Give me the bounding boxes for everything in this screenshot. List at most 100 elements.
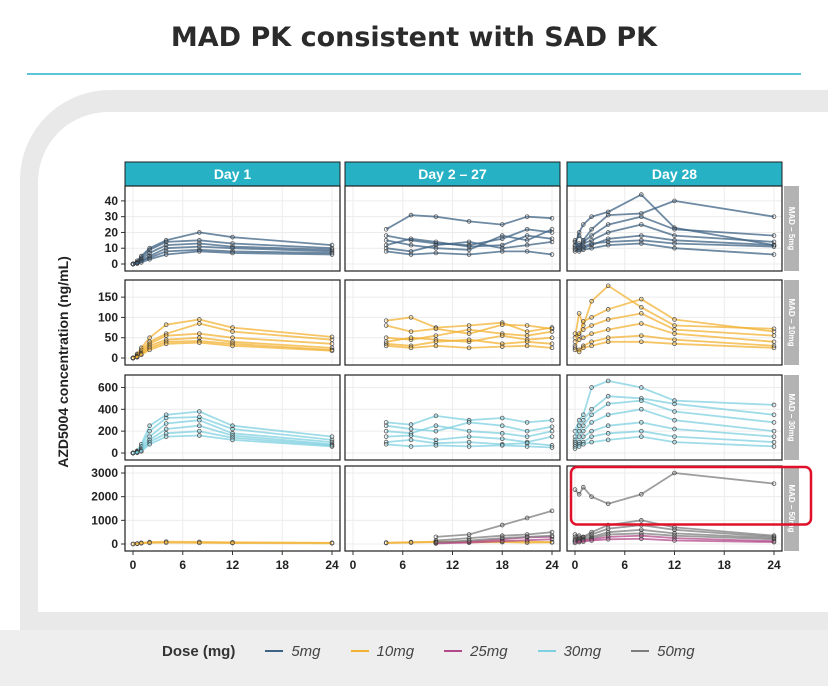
data-point xyxy=(499,222,505,227)
data-point xyxy=(771,244,777,249)
data-point xyxy=(576,331,582,336)
data-point xyxy=(580,327,586,332)
data-point xyxy=(524,233,530,238)
data-point xyxy=(499,443,505,448)
panel-r2-c1 xyxy=(124,279,341,366)
series-line-10mg-1 xyxy=(386,316,553,333)
row-strip-label-2: MAD – 10mg xyxy=(787,298,796,346)
data-point xyxy=(639,192,644,197)
data-point xyxy=(197,433,202,438)
data-point xyxy=(771,439,777,445)
data-point xyxy=(589,245,594,251)
data-point xyxy=(672,470,677,476)
column-header-label-2: Day 2 – 27 xyxy=(418,166,487,182)
data-point xyxy=(639,296,644,302)
data-point xyxy=(466,345,472,351)
panel-r2-c2 xyxy=(344,279,561,366)
data-point xyxy=(589,323,594,328)
data-point xyxy=(549,239,555,245)
series-line-50mg-5 xyxy=(435,510,553,538)
row-strip-4 xyxy=(784,466,799,551)
row-strip-1 xyxy=(784,186,799,271)
data-point xyxy=(466,239,472,245)
y-tick-label: 2000 xyxy=(91,490,118,504)
data-point xyxy=(549,428,555,434)
series-line-30mg-5 xyxy=(574,421,775,446)
data-point xyxy=(672,331,677,336)
data-point xyxy=(672,426,677,432)
data-point xyxy=(197,340,202,345)
data-point xyxy=(672,317,677,322)
data-point xyxy=(408,335,414,341)
data-point xyxy=(524,420,530,425)
data-point xyxy=(672,538,677,543)
data-point xyxy=(572,446,578,451)
data-point xyxy=(499,344,505,349)
data-point xyxy=(163,322,169,328)
data-point xyxy=(589,233,594,238)
data-point xyxy=(197,423,202,428)
data-point xyxy=(197,241,202,246)
data-point xyxy=(466,420,472,425)
data-point xyxy=(433,428,439,434)
data-point xyxy=(580,423,586,428)
data-point xyxy=(499,242,505,248)
legend-item-50mg: 50mg xyxy=(631,643,695,660)
data-point xyxy=(589,434,594,439)
data-point xyxy=(408,444,414,449)
data-point xyxy=(524,242,530,248)
data-point xyxy=(672,417,677,423)
data-point xyxy=(230,423,235,428)
data-point xyxy=(639,491,644,497)
data-point xyxy=(589,343,594,349)
data-point xyxy=(466,337,472,343)
data-point xyxy=(572,345,578,351)
data-point xyxy=(466,327,472,332)
data-point xyxy=(130,355,136,361)
data-point xyxy=(771,233,777,238)
data-point xyxy=(580,428,586,434)
data-point xyxy=(589,538,594,543)
data-point xyxy=(134,261,140,266)
data-point xyxy=(466,244,472,249)
data-point xyxy=(549,345,555,351)
data-point xyxy=(499,236,505,242)
data-point xyxy=(408,345,414,351)
legend-swatch-10mg xyxy=(350,650,369,652)
data-point xyxy=(329,242,335,248)
panel-border xyxy=(124,279,341,366)
title-rule xyxy=(27,73,801,75)
data-point xyxy=(580,484,586,490)
page-title: MAD PK consistent with SAD PK xyxy=(170,22,658,53)
y-tick-label: 600 xyxy=(98,380,118,394)
data-point xyxy=(605,239,611,245)
data-point xyxy=(433,250,439,256)
data-point xyxy=(576,230,582,235)
data-point xyxy=(580,319,586,324)
data-point xyxy=(771,252,777,257)
data-point xyxy=(589,407,594,412)
x-tick-label: 12 xyxy=(446,558,460,572)
series-line-5mg-3 xyxy=(386,228,553,251)
series-line-5mg-1 xyxy=(132,231,333,265)
series-line-50mg-1 xyxy=(574,472,775,505)
data-point xyxy=(147,250,152,256)
y-tick-label: 400 xyxy=(98,402,118,416)
data-point xyxy=(147,423,152,428)
panel-border xyxy=(344,185,561,272)
data-point xyxy=(576,444,582,449)
data-point xyxy=(639,385,644,390)
data-point xyxy=(639,304,644,310)
data-point xyxy=(771,214,777,219)
data-point xyxy=(197,428,202,434)
series-line-10mg-4 xyxy=(574,322,775,347)
legend-label-25mg: 25mg xyxy=(470,642,508,660)
x-tick-label: 6 xyxy=(399,558,406,572)
data-point xyxy=(605,236,611,242)
x-tick-label: 18 xyxy=(718,558,732,572)
data-point xyxy=(329,247,335,253)
data-point xyxy=(589,315,594,320)
x-tick-label: 12 xyxy=(226,558,240,572)
data-point xyxy=(589,214,594,219)
data-point xyxy=(639,241,644,246)
